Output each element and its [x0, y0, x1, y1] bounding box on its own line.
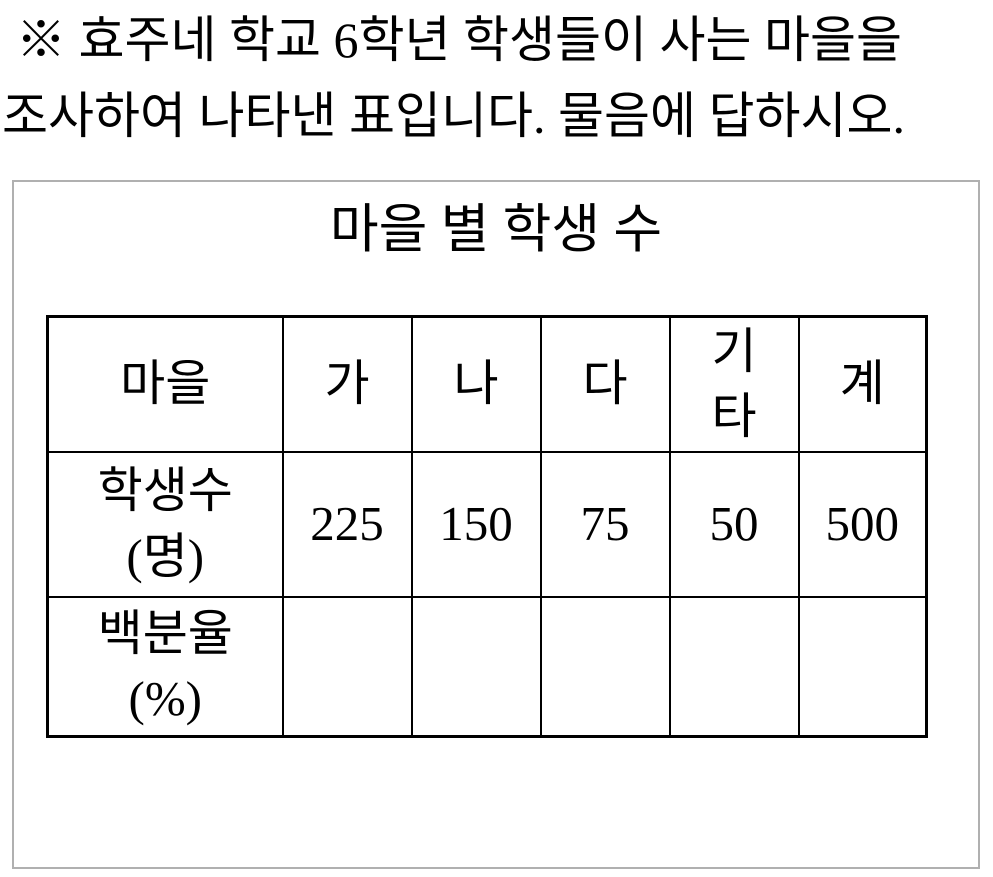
- problem-instruction: ※ 효주네 학교 6학년 학생들이 사는 마을을 조사하여 나타낸 표입니다. …: [0, 2, 993, 154]
- header-cell-total: 계: [797, 315, 928, 453]
- student-count-na: 150: [410, 450, 542, 598]
- header-cell-etc: 기 타: [668, 315, 800, 453]
- student-count-da: 75: [539, 450, 671, 598]
- header-cell-ga: 가: [281, 315, 413, 453]
- header-cell-na: 나: [410, 315, 542, 453]
- student-count-row: 학생수 (명) 225 150 75 50 500: [46, 450, 928, 598]
- percentage-row: 백분율 (%): [46, 595, 928, 738]
- instruction-line-1: ※ 효주네 학교 6학년 학생들이 사는 마을을: [16, 12, 902, 68]
- row-label-percentage: 백분율 (%): [46, 595, 284, 738]
- percentage-na: [410, 595, 542, 738]
- header-cell-village: 마을: [46, 315, 284, 453]
- percentage-etc: [668, 595, 800, 738]
- percentage-ga: [281, 595, 413, 738]
- table-header-row: 마을 가 나 다 기 타 계: [46, 315, 928, 453]
- instruction-line-2: 조사하여 나타낸 표입니다. 물음에 답하시오.: [2, 88, 905, 144]
- row-label-student-count: 학생수 (명): [46, 450, 284, 598]
- table-panel: 마을 별 학생 수 마을 가 나 다 기 타 계: [12, 180, 980, 869]
- student-count-etc: 50: [668, 450, 800, 598]
- student-count-total: 500: [797, 450, 928, 598]
- percentage-da: [539, 595, 671, 738]
- percentage-total: [797, 595, 928, 738]
- table-title: 마을 별 학생 수: [329, 201, 663, 259]
- student-count-ga: 225: [281, 450, 413, 598]
- header-cell-da: 다: [539, 315, 671, 453]
- village-students-table: 마을 가 나 다 기 타 계 학생수 (명) 225 150 75 50 500…: [46, 315, 928, 738]
